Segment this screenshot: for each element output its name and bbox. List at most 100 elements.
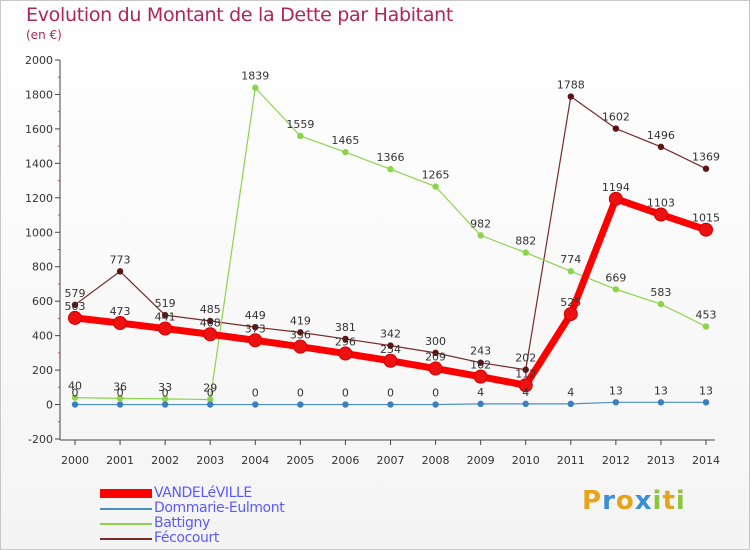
data-point (113, 316, 128, 331)
data-point (567, 268, 574, 275)
data-label: 13 (699, 384, 713, 397)
data-label: 0 (342, 387, 349, 400)
data-label: 300 (425, 335, 446, 348)
data-point (432, 401, 439, 408)
data-point (68, 310, 82, 325)
data-label: 296 (335, 336, 356, 349)
data-point (522, 366, 529, 373)
legend-label-vandeleville: VANDELéVILLE (154, 485, 252, 501)
data-label: 449 (245, 309, 266, 322)
data-label: 1103 (647, 197, 675, 210)
data-point (702, 399, 710, 406)
data-label: 33 (158, 381, 172, 394)
x-tick-label: 2007 (377, 454, 405, 467)
data-point (252, 323, 259, 331)
data-point (342, 335, 349, 343)
data-label: 13 (654, 384, 668, 397)
data-label: 381 (335, 321, 356, 334)
logo-letter: x (634, 486, 653, 516)
chart-unit: (en €) (26, 28, 62, 42)
data-label: 1602 (602, 111, 630, 124)
x-tick-label: 2009 (467, 454, 495, 467)
y-tick-label: 1200 (25, 192, 53, 205)
data-label: 4 (522, 386, 529, 399)
data-point (71, 401, 79, 408)
x-tick-label: 2005 (286, 454, 314, 467)
logo-letter: P (582, 486, 603, 516)
data-point (702, 165, 710, 172)
x-tick-label: 2001 (106, 454, 134, 467)
data-point (657, 399, 665, 406)
data-label: 1369 (692, 151, 720, 164)
legend-swatch-vandeleville (100, 489, 152, 498)
logo-letter: t (662, 486, 676, 516)
y-tick-label: 1000 (25, 226, 53, 239)
data-point (338, 346, 353, 361)
data-point (477, 232, 484, 239)
data-point (702, 323, 710, 330)
data-label: 408 (200, 316, 221, 329)
data-point (387, 401, 394, 408)
data-label: 4 (567, 386, 574, 399)
y-tick-label: 800 (32, 261, 53, 274)
data-point (563, 307, 578, 322)
data-point (116, 268, 124, 275)
data-point (207, 396, 214, 403)
data-point (612, 399, 620, 406)
y-tick-label: 200 (32, 364, 53, 377)
data-label: 525 (560, 296, 581, 309)
data-point (477, 400, 484, 408)
y-tick-label: -200 (28, 433, 53, 446)
y-tick-label: 600 (32, 295, 53, 308)
data-label: 0 (387, 387, 394, 400)
data-label: 0 (297, 387, 304, 400)
data-label: 0 (117, 387, 124, 400)
data-label: 0 (207, 387, 214, 400)
data-label: 1265 (422, 169, 450, 182)
data-point (248, 333, 263, 348)
data-label: 202 (515, 352, 536, 365)
data-label: 29 (203, 382, 217, 395)
data-point (522, 400, 529, 408)
data-label: 0 (162, 387, 169, 400)
data-point (567, 93, 574, 100)
proxiti-logo: Proxiti (582, 486, 686, 516)
data-point (293, 339, 308, 354)
data-label: 13 (609, 384, 623, 397)
data-point (207, 401, 214, 408)
data-point (342, 148, 349, 156)
legend-swatch-battigny (100, 523, 152, 525)
data-point (161, 401, 169, 408)
data-label: 773 (110, 253, 131, 266)
data-point (477, 359, 484, 366)
y-tick-label: 1800 (25, 88, 53, 101)
data-label: 882 (515, 235, 536, 248)
data-label: 1788 (557, 79, 585, 92)
legend-label-battigny: Battigny (154, 515, 210, 531)
data-point (608, 191, 623, 206)
data-point (657, 143, 665, 151)
y-tick-label: 1400 (25, 157, 53, 170)
data-point (383, 353, 398, 368)
data-label: 419 (290, 314, 311, 327)
data-point (161, 311, 169, 319)
y-tick-label: 1600 (25, 123, 53, 136)
data-label: 243 (470, 345, 491, 358)
data-label: 503 (65, 300, 86, 313)
data-label: 1366 (377, 151, 405, 164)
x-tick-label: 2012 (602, 454, 630, 467)
data-point (657, 300, 665, 308)
data-label: 1015 (692, 212, 720, 225)
x-tick-label: 2002 (151, 454, 179, 467)
data-label: 982 (470, 217, 491, 230)
data-label: 0 (432, 387, 439, 400)
data-point (428, 361, 443, 376)
data-label: 669 (605, 271, 626, 284)
data-label: 774 (560, 253, 581, 266)
data-label: 485 (200, 303, 221, 316)
data-point (252, 84, 259, 91)
data-label: 373 (245, 322, 266, 335)
x-tick-label: 2014 (692, 454, 720, 467)
data-label: 1465 (331, 134, 359, 147)
